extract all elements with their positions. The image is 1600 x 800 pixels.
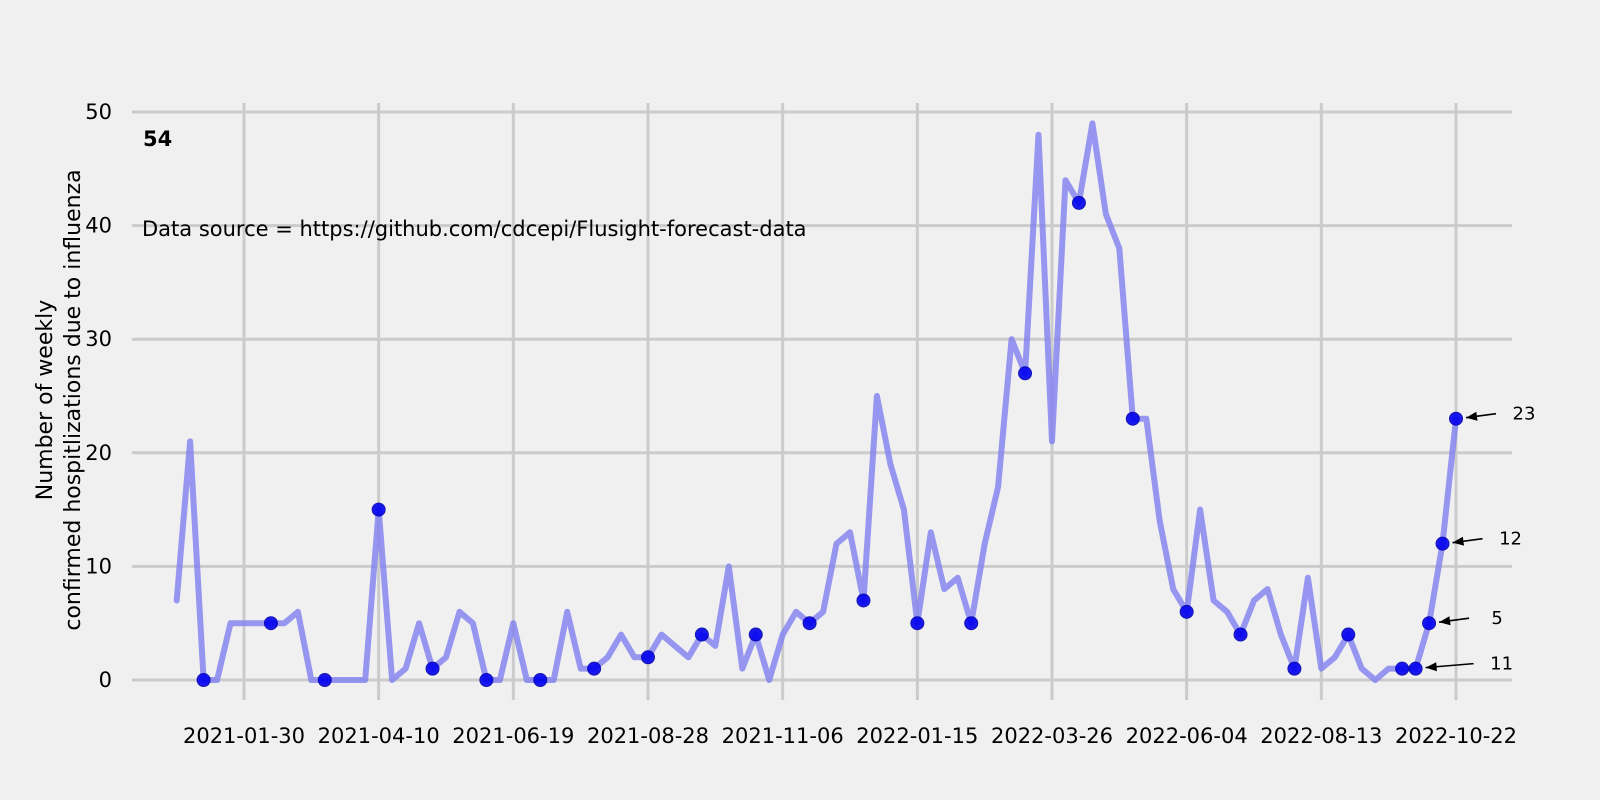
data-marker bbox=[533, 673, 548, 687]
x-tick-label: 2022-10-22 bbox=[1395, 724, 1517, 748]
annotation-arrowhead bbox=[1466, 411, 1478, 421]
annotation-label: 5 bbox=[1491, 608, 1502, 629]
grid-lines bbox=[132, 103, 1512, 700]
y-tick-label: 50 bbox=[85, 100, 112, 124]
annotation-label: 23 bbox=[1513, 404, 1536, 425]
data-marker bbox=[479, 673, 494, 687]
y-axis-label: Number of weekly confirmed hospitlization… bbox=[33, 169, 86, 630]
data-marker bbox=[371, 502, 386, 517]
data-marker bbox=[587, 661, 602, 676]
series-id-label: 54 bbox=[143, 127, 172, 151]
x-tick-label: 2021-08-28 bbox=[587, 724, 709, 748]
y-axis-label-line: confirmed hospitlizations due to influen… bbox=[61, 169, 86, 630]
x-tick-label: 2022-08-13 bbox=[1260, 724, 1382, 748]
data-marker bbox=[1179, 604, 1194, 619]
data-marker bbox=[263, 616, 278, 631]
x-tick-label: 2021-01-30 bbox=[183, 724, 305, 748]
x-tick-label: 2022-06-04 bbox=[1126, 724, 1248, 748]
y-tick-label: 30 bbox=[85, 327, 112, 351]
data-marker bbox=[748, 627, 763, 642]
data-marker bbox=[1018, 366, 1033, 381]
annotation-label: 11 bbox=[1490, 654, 1513, 675]
x-tick-label: 2022-03-26 bbox=[991, 724, 1113, 748]
data-marker bbox=[856, 593, 871, 608]
data-marker bbox=[196, 673, 211, 687]
data-marker bbox=[1422, 616, 1437, 631]
annotation-arrowhead bbox=[1452, 536, 1465, 546]
data-marker bbox=[802, 616, 817, 631]
data-marker bbox=[694, 627, 709, 642]
data-marker bbox=[964, 616, 979, 631]
data-marker bbox=[910, 616, 925, 631]
x-tick-label: 2022-01-15 bbox=[856, 724, 978, 748]
annotation-label: 12 bbox=[1499, 529, 1522, 550]
data-source-note: Data source = https://github.com/cdcepi/… bbox=[142, 217, 807, 241]
data-marker bbox=[317, 673, 332, 687]
y-tick-labels: 0 10 20 30 40 50 bbox=[85, 100, 112, 692]
data-marker bbox=[1341, 627, 1356, 642]
x-tick-labels: 2021-01-30 2021-04-10 2021-06-19 2021-08-28… bbox=[183, 724, 1517, 748]
x-tick-label: 2021-06-19 bbox=[452, 724, 574, 748]
y-tick-label: 10 bbox=[85, 554, 112, 578]
annotation-arrowhead bbox=[1439, 616, 1451, 626]
x-tick-label: 2021-04-10 bbox=[318, 724, 440, 748]
annotation-arrowhead bbox=[1425, 662, 1437, 672]
y-axis-label-line: Number of weekly bbox=[33, 300, 58, 501]
data-marker bbox=[1233, 627, 1248, 642]
data-marker bbox=[1287, 661, 1302, 676]
data-marker bbox=[1435, 536, 1450, 551]
data-marker bbox=[1071, 195, 1086, 210]
data-marker bbox=[1125, 411, 1140, 426]
annotation-layer: 23 12 5 11 bbox=[1425, 404, 1536, 675]
y-tick-label: 0 bbox=[99, 668, 112, 692]
data-marker bbox=[1408, 661, 1423, 676]
y-tick-label: 20 bbox=[85, 441, 112, 465]
data-marker bbox=[641, 650, 655, 665]
data-marker bbox=[1395, 661, 1410, 676]
data-marker bbox=[425, 661, 440, 676]
y-tick-label: 40 bbox=[85, 214, 112, 238]
marker-layer bbox=[196, 195, 1463, 687]
x-tick-label: 2021-11-06 bbox=[722, 724, 844, 748]
data-marker bbox=[1449, 411, 1463, 426]
